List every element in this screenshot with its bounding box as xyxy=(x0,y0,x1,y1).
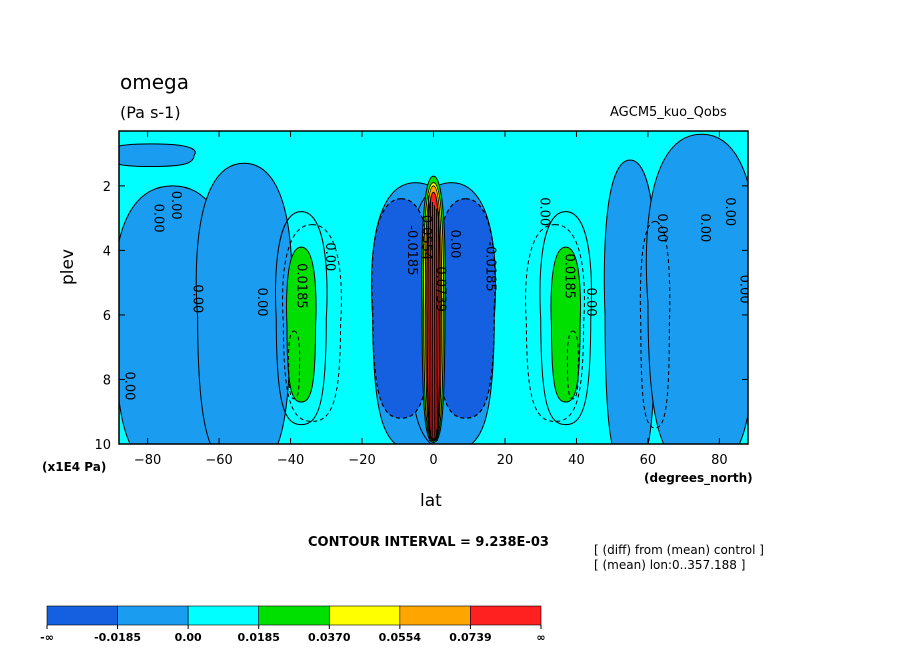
y-tick-label-10: 10 xyxy=(94,438,111,453)
svg-text:0.0185: 0.0185 xyxy=(561,253,576,299)
svg-text:0.00: 0.00 xyxy=(536,197,551,226)
dashed-contour-1 xyxy=(282,224,342,422)
contour-label-9: 0.0554 xyxy=(418,215,433,261)
dashed-contour-4 xyxy=(566,330,579,400)
field-negative-7 xyxy=(645,133,748,444)
contour-label-2: 0.00 xyxy=(150,204,165,233)
contour-label-19: 0.00 xyxy=(736,275,751,304)
svg-text:0.00: 0.00 xyxy=(736,275,751,304)
y-tick-label-2: 2 xyxy=(103,180,111,195)
x-tick-label--80: −80 xyxy=(134,453,161,468)
run-label: AGCM5_kuo_Qobs xyxy=(610,105,727,120)
contour-label-7: 0.0185 xyxy=(293,263,308,309)
colorbar-swatch-4 xyxy=(258,605,330,626)
contour-label-12: -0.0185 xyxy=(483,241,498,291)
contour-subtrop-south xyxy=(275,211,328,426)
colorbar-label-6: 0.0554 xyxy=(379,631,422,644)
x-unit-label: (degrees_north) xyxy=(644,471,753,485)
y-tick-label-6: 6 xyxy=(103,309,111,324)
colorbar-label-2: -0.0185 xyxy=(94,631,141,644)
colorbar-label-1: -∞ xyxy=(40,631,54,644)
svg-text:0.00: 0.00 xyxy=(722,197,737,226)
contour-label-8: -0.0185 xyxy=(404,225,419,275)
colorbar-label-5: 0.0370 xyxy=(308,631,351,644)
svg-text:0.00: 0.00 xyxy=(697,213,712,242)
y-axis-label: plev xyxy=(58,248,78,285)
colorbar-label-7: 0.0739 xyxy=(449,631,491,644)
contour-label-18: 0.00 xyxy=(722,197,737,226)
contour-label-15: 0.00 xyxy=(583,288,598,317)
svg-text:-0.0185: -0.0185 xyxy=(483,241,498,291)
svg-text:0.00: 0.00 xyxy=(122,371,137,400)
colorbar-swatch-1 xyxy=(46,605,118,626)
colorbar-label-8: ∞ xyxy=(536,631,545,644)
dashed-contour-3 xyxy=(288,330,301,400)
x-tick-label--40: −40 xyxy=(277,453,304,468)
x-tick-label-60: 60 xyxy=(640,453,657,468)
field-negative-2 xyxy=(195,162,293,444)
diff-note: [ (diff) from (mean) control ] xyxy=(594,543,764,557)
y-tick-label-4: 4 xyxy=(103,244,111,259)
svg-text:0.00: 0.00 xyxy=(583,288,598,317)
svg-text:0.0554: 0.0554 xyxy=(418,215,433,261)
svg-text:0.00: 0.00 xyxy=(447,229,462,258)
colorbar-swatch-6 xyxy=(399,605,471,626)
contour-label-3: 0.00 xyxy=(168,191,183,220)
contour-subtrop-north xyxy=(539,211,592,426)
svg-text:0.00: 0.00 xyxy=(254,288,269,317)
chart-title: omega xyxy=(120,70,189,94)
field-positive-south xyxy=(286,246,317,403)
colorbar-label-4: 0.0185 xyxy=(237,631,279,644)
core-contour-2 xyxy=(430,198,432,441)
svg-text:0.0739: 0.0739 xyxy=(433,266,448,312)
svg-text:0.00: 0.00 xyxy=(322,242,337,271)
colorbar-swatch-5 xyxy=(328,605,401,626)
x-tick-label--20: −20 xyxy=(348,453,375,468)
x-tick-label-20: 20 xyxy=(497,453,514,468)
contour-label-10: 0.0739 xyxy=(433,266,448,312)
contour-label-13: 0.00 xyxy=(536,197,551,226)
svg-text:-0.0185: -0.0185 xyxy=(404,225,419,275)
contour-label-16: 0.00 xyxy=(654,213,669,242)
field-positive-north xyxy=(550,246,581,403)
colorbar-swatch-3 xyxy=(187,605,260,626)
svg-text:0.0185: 0.0185 xyxy=(293,263,308,309)
mean-note: [ (mean) lon:0..357.188 ] xyxy=(594,558,746,572)
field-negative-3 xyxy=(119,143,196,167)
colorbar-swatch-7 xyxy=(470,605,542,626)
svg-text:0.00: 0.00 xyxy=(654,213,669,242)
colorbar-swatch-2 xyxy=(117,605,189,626)
contour-label-14: 0.0185 xyxy=(561,253,576,299)
svg-text:0.00: 0.00 xyxy=(168,191,183,220)
core-contour-1 xyxy=(428,195,430,441)
contour-interval-label: CONTOUR INTERVAL = 9.238E-03 xyxy=(308,535,549,550)
units-label: (Pa s-1) xyxy=(120,103,181,122)
contour-label-17: 0.00 xyxy=(697,213,712,242)
core-contour-5 xyxy=(435,208,437,441)
contour-label-4: 0.00 xyxy=(190,284,205,313)
svg-text:0.00: 0.00 xyxy=(190,284,205,313)
x-tick-label-80: 80 xyxy=(711,453,728,468)
core-contour-6 xyxy=(437,211,439,441)
x-axis-label: lat xyxy=(420,491,442,511)
colorbar-label-3: 0.00 xyxy=(175,631,202,644)
x-tick-label--60: −60 xyxy=(205,453,232,468)
y-tick-label-8: 8 xyxy=(103,373,111,388)
contour-label-6: 0.00 xyxy=(322,242,337,271)
dashed-contour-2 xyxy=(525,224,585,422)
contour-label-1: 0.00 xyxy=(122,371,137,400)
contour-label-5: 0.00 xyxy=(254,288,269,317)
contour-label-11: 0.00 xyxy=(447,229,462,258)
dashed-contour-5 xyxy=(639,220,671,429)
svg-text:0.00: 0.00 xyxy=(150,204,165,233)
x-tick-label-0: 0 xyxy=(429,453,437,468)
x-tick-label-40: 40 xyxy=(568,453,585,468)
y-scale-label: (x1E4 Pa) xyxy=(42,460,107,474)
